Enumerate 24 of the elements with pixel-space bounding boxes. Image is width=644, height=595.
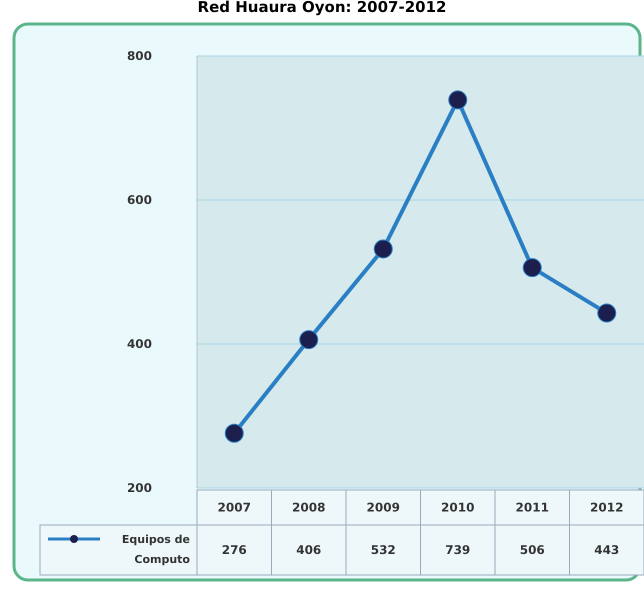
data-label: 739 bbox=[445, 543, 470, 558]
x-tick-label: 2011 bbox=[516, 500, 549, 515]
x-tick-label: 2010 bbox=[441, 500, 474, 515]
y-tick-label: 800 bbox=[126, 49, 152, 64]
x-tick-label: 2009 bbox=[366, 500, 400, 515]
y-tick-label: 200 bbox=[126, 481, 152, 496]
data-label: 506 bbox=[520, 543, 545, 558]
y-tick-label: 400 bbox=[126, 337, 152, 352]
data-label: 532 bbox=[370, 543, 396, 558]
point bbox=[597, 304, 616, 323]
x-tick-label: 2008 bbox=[292, 500, 326, 515]
chart-title: Red Huaura Oyon: 2007-2012 bbox=[198, 0, 446, 16]
point bbox=[299, 330, 318, 350]
point bbox=[224, 424, 244, 443]
legend-label: Equipos de Computo bbox=[122, 532, 190, 566]
data-label: 443 bbox=[594, 543, 620, 558]
point bbox=[374, 239, 393, 258]
x-tick-label: 2012 bbox=[590, 500, 624, 515]
data-label: 276 bbox=[222, 543, 247, 558]
x-tick-label: 2007 bbox=[218, 500, 251, 515]
point bbox=[522, 258, 542, 278]
y-tick-label: 600 bbox=[126, 193, 152, 208]
point bbox=[448, 90, 468, 110]
data-label: 406 bbox=[296, 543, 322, 558]
